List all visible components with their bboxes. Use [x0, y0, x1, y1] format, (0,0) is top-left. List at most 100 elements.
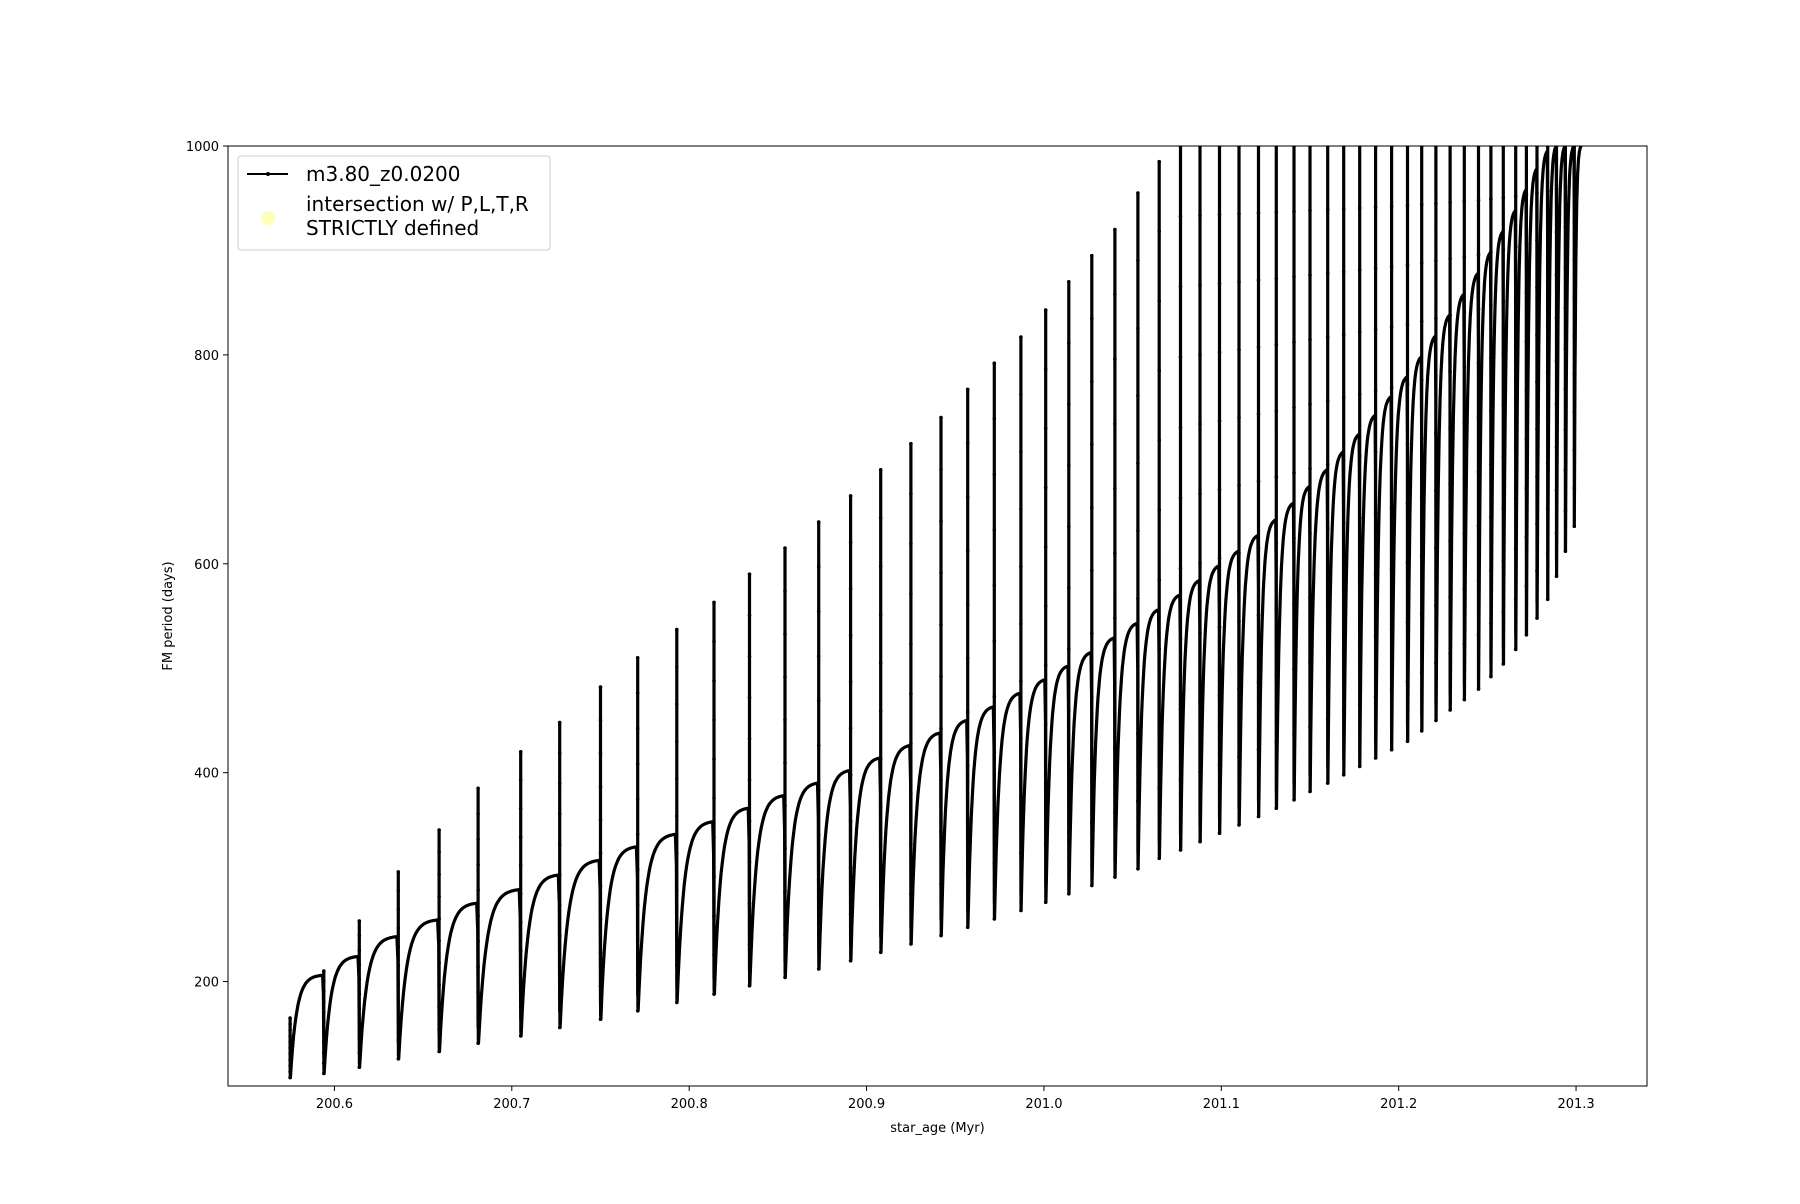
series-point: [518, 778, 523, 782]
series-point: [1501, 196, 1506, 200]
series-point: [1113, 422, 1117, 426]
series-point: [1043, 722, 1048, 727]
series-point: [1405, 739, 1410, 744]
series-point: [1341, 207, 1346, 211]
series-point: [1476, 524, 1481, 528]
series-point: [1373, 389, 1378, 393]
series-point: [1157, 368, 1161, 373]
series-point: [712, 679, 716, 683]
series-point: [1489, 303, 1493, 308]
series-point: [816, 520, 821, 524]
series-point: [747, 695, 752, 700]
axes-layer: 200.6 200.7 200.8 200.9 201.0 201.1 201.2 201.3…: [186, 140, 1648, 1112]
series-point: [1448, 313, 1452, 318]
series-point: [396, 907, 401, 912]
series-point: [1462, 697, 1467, 702]
series-point: [1198, 561, 1202, 566]
series-point: [747, 778, 752, 782]
series-point: [1090, 820, 1094, 825]
series-point: [635, 903, 640, 907]
series-point: [1217, 625, 1222, 629]
series-point: [1157, 229, 1161, 234]
series-point: [1237, 483, 1241, 488]
series-point: [909, 642, 913, 646]
series-point: [1325, 335, 1330, 339]
series-point: [965, 656, 970, 661]
series-point: [712, 600, 716, 605]
series-point: [635, 867, 640, 872]
series-point: [1405, 263, 1410, 267]
series-point: [1524, 535, 1529, 539]
series-point: [965, 871, 970, 876]
series-point: [1513, 244, 1518, 249]
series-point: [816, 967, 821, 971]
y-axis-label: FM period (days): [161, 561, 176, 670]
series-point: [712, 992, 716, 996]
series-point: [1572, 524, 1577, 528]
series-point: [1462, 531, 1467, 536]
series-point: [1341, 710, 1346, 714]
series-point: [1274, 740, 1279, 744]
x-tick-label: 200.8: [671, 1097, 708, 1112]
series-point: [322, 1020, 326, 1025]
series-point: [1090, 316, 1094, 321]
series-point: [1535, 474, 1539, 479]
series-point: [1389, 325, 1394, 329]
series-point: [848, 587, 853, 591]
series-point: [712, 874, 716, 879]
series-point: [1501, 247, 1506, 252]
series-point: [1067, 830, 1071, 835]
series-point: [1419, 670, 1424, 675]
series-point: [965, 764, 970, 768]
series-point: [1113, 875, 1117, 879]
series-point: [1292, 667, 1296, 671]
series-point: [1136, 731, 1140, 736]
series-point: [322, 969, 326, 973]
series-point: [1419, 378, 1424, 382]
series-point: [1524, 193, 1529, 197]
series-point: [1563, 184, 1568, 189]
series-point: [1448, 595, 1452, 599]
series-point: [783, 632, 787, 636]
series-point: [1256, 546, 1261, 551]
series-point: [1043, 781, 1048, 786]
series-point: [1434, 546, 1438, 550]
series-point: [322, 1041, 326, 1045]
series-point: [288, 1058, 292, 1062]
x-tick-label: 201.3: [1557, 1097, 1594, 1112]
y-tick-label: 800: [194, 349, 219, 364]
series-point: [1535, 427, 1539, 432]
legend-line-dot-marker: [266, 172, 270, 176]
series-point: [1256, 345, 1261, 350]
series-point: [1501, 610, 1506, 614]
series-point: [1476, 361, 1481, 366]
series-point: [1572, 296, 1577, 300]
series-point: [1513, 647, 1518, 652]
series-point: [396, 1019, 401, 1024]
series-point: [1090, 379, 1094, 384]
series-point: [1373, 450, 1378, 454]
series-point: [1256, 747, 1261, 752]
series-point: [476, 812, 480, 816]
series-point: [396, 1038, 401, 1042]
series-point: [396, 926, 401, 930]
y-tick-label: 600: [194, 558, 219, 573]
series-point: [1325, 653, 1330, 658]
series-point: [1489, 568, 1493, 573]
series-point: [1357, 578, 1362, 583]
series-point: [783, 889, 787, 894]
series-point: [357, 1065, 362, 1069]
series-point: [747, 654, 752, 659]
series-point: [1178, 707, 1183, 711]
series-point: [1373, 633, 1378, 638]
series-point: [712, 796, 716, 801]
series-point: [747, 942, 752, 947]
series-point: [1563, 387, 1568, 391]
series-point: [1043, 900, 1048, 904]
series-point: [675, 702, 679, 706]
series-point: [1545, 506, 1550, 511]
series-point: [1198, 283, 1202, 287]
series-point: [1405, 501, 1410, 506]
series-point: [557, 873, 562, 877]
series-point: [939, 933, 943, 938]
